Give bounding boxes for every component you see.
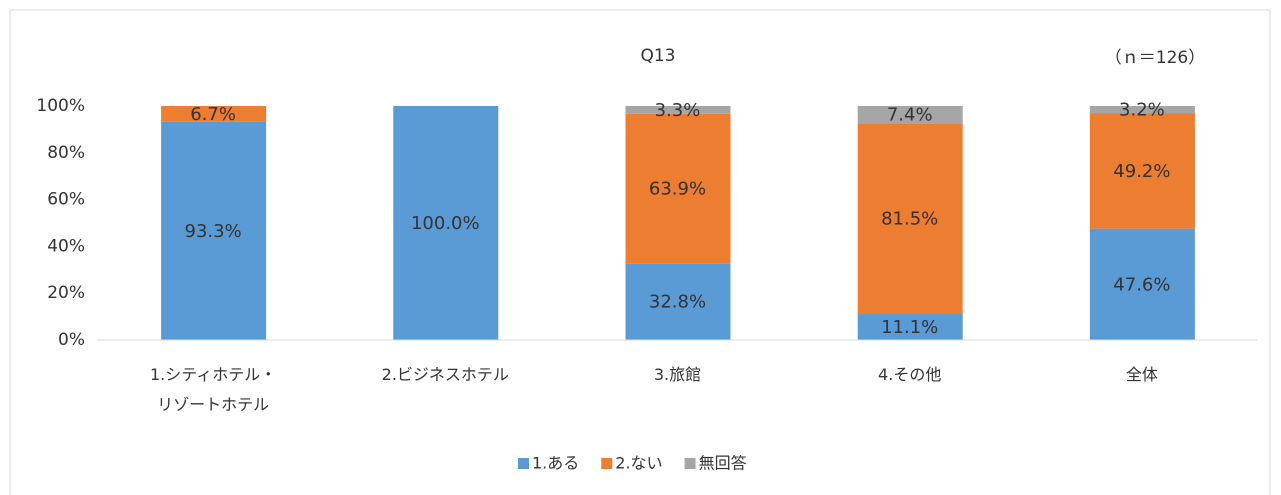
y-tick-label: 0% — [58, 330, 85, 350]
bar-segment — [161, 121, 267, 340]
x-tick-label: 全体 — [1125, 365, 1158, 384]
data-label: 32.8% — [649, 292, 706, 313]
data-label: 81.5% — [881, 209, 938, 230]
data-label: 47.6% — [1113, 274, 1170, 295]
bar-segment — [1089, 106, 1195, 114]
x-tick-label: 4.その他 — [878, 365, 942, 384]
y-tick-label: 40% — [47, 236, 85, 256]
data-label: 7.4% — [887, 105, 933, 126]
y-tick-label: 100% — [36, 96, 85, 116]
data-label: 93.3% — [185, 221, 242, 242]
data-label: 100.0% — [411, 213, 480, 234]
data-label: 6.7% — [190, 104, 236, 125]
y-tick-label: 20% — [47, 283, 85, 303]
y-tick-label: 80% — [47, 143, 85, 163]
bar-segment — [625, 113, 731, 264]
x-tick-label: 2.ビジネスホテル — [381, 365, 509, 384]
bar-segment — [625, 106, 731, 114]
legend-label: 2.ない — [615, 454, 662, 473]
data-label: 49.2% — [1113, 161, 1170, 182]
legend-label: 無回答 — [699, 454, 747, 473]
x-tick-label: 3.旅館 — [653, 365, 702, 384]
data-label: 3.2% — [1119, 100, 1165, 121]
bar-segment — [857, 106, 963, 124]
x-tick-label: 1.シティホテル・ リゾートホテル — [149, 365, 277, 414]
bar-segment — [857, 123, 963, 315]
bar-segment — [1089, 228, 1195, 340]
legend-swatch — [684, 458, 696, 469]
chart-title: Q13 — [640, 46, 675, 66]
legend-swatch — [601, 458, 613, 469]
bar-segment — [161, 106, 267, 122]
bar-segment — [393, 106, 499, 340]
bar-segment — [625, 263, 731, 340]
legend-label: 1.ある — [532, 454, 579, 473]
data-label: 63.9% — [649, 178, 706, 199]
data-label: 11.1% — [881, 317, 938, 338]
y-tick-label: 60% — [47, 190, 85, 210]
annotation: （ｎ＝126） — [1105, 48, 1205, 68]
legend-swatch — [518, 458, 529, 469]
data-label: 3.3% — [655, 100, 701, 121]
bar-segment — [1089, 113, 1195, 229]
bar-segment — [857, 314, 963, 340]
